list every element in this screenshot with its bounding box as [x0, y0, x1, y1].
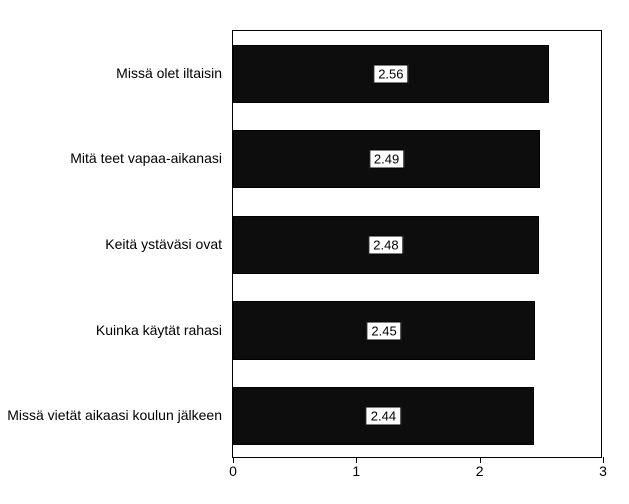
bar-value-label: 2.49 — [369, 150, 404, 169]
y-axis-label: Keitä ystäväsi ovat — [0, 236, 222, 252]
bar-value-label: 2.45 — [366, 321, 401, 340]
y-axis-label: Missä olet iltaisin — [0, 65, 222, 81]
x-axis-tick-label: 2 — [476, 463, 484, 479]
y-axis-labels: Missä olet iltaisin Mitä teet vapaa-aikan… — [0, 30, 222, 458]
bar-value-label: 2.44 — [366, 407, 401, 426]
plot-area: 2.562.492.482.452.440123 — [232, 30, 602, 458]
bar-value-label: 2.56 — [373, 64, 408, 83]
y-axis-label: Missä vietät aikaasi koulun jälkeen — [0, 407, 222, 423]
x-axis-tick-label: 0 — [229, 463, 237, 479]
x-axis-tick-label: 1 — [352, 463, 360, 479]
y-axis-label: Kuinka käytät rahasi — [0, 322, 222, 338]
x-axis-tick-label: 3 — [599, 463, 607, 479]
bar-value-label: 2.48 — [368, 236, 403, 255]
y-axis-label: Mitä teet vapaa-aikanasi — [0, 150, 222, 166]
bar-chart: 2.56 2.49 2.48 2.45 2.44 0 1 2 3 Missä olet iltai… — [0, 0, 629, 504]
